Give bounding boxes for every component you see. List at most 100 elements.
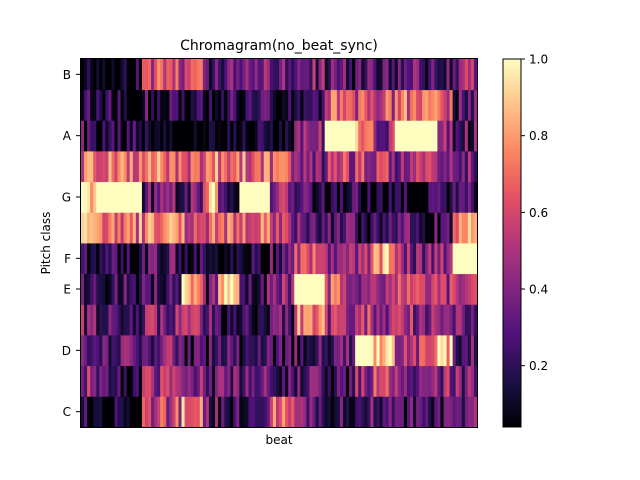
heatmap-cell <box>367 273 371 305</box>
heatmap-cell <box>473 396 478 428</box>
heatmap-cell <box>309 365 313 397</box>
heatmap-cell <box>312 151 316 183</box>
heatmap-cell <box>160 120 164 152</box>
heatmap-cell <box>461 396 466 428</box>
heatmap-cell <box>251 212 256 244</box>
heatmap-cell <box>342 335 347 367</box>
heatmap-cell <box>327 304 332 336</box>
heatmap-cell <box>461 212 466 244</box>
heatmap-cell <box>193 151 198 183</box>
heatmap-cell <box>355 273 359 305</box>
heatmap-cell <box>202 89 207 121</box>
heatmap-cell <box>306 59 310 91</box>
heatmap-cell <box>379 212 383 244</box>
heatmap-cell <box>260 335 265 367</box>
heatmap-cell <box>434 396 438 428</box>
heatmap-cell <box>367 335 371 367</box>
heatmap-cell <box>397 151 402 183</box>
heatmap-cell <box>144 396 149 428</box>
heatmap-cell <box>443 273 447 305</box>
heatmap-cell <box>157 151 161 183</box>
heatmap-cell <box>163 181 167 213</box>
heatmap-cell <box>446 181 450 213</box>
heatmap-cell <box>382 120 387 152</box>
heatmap-cell <box>211 304 216 336</box>
heatmap-cell <box>309 59 313 91</box>
heatmap-cell <box>330 273 335 305</box>
heatmap-cell <box>266 151 271 183</box>
heatmap-cell <box>184 335 189 367</box>
heatmap-cell <box>349 89 353 121</box>
heatmap-cell <box>169 89 173 121</box>
heatmap-cell <box>364 273 368 305</box>
heatmap-cell <box>84 151 88 183</box>
heatmap-cell <box>446 212 450 244</box>
heatmap-cell <box>105 181 109 213</box>
heatmap-cell <box>282 212 286 244</box>
heatmap-cell <box>93 396 97 428</box>
heatmap-cell <box>291 181 295 213</box>
heatmap-cell <box>120 396 125 428</box>
heatmap-cell <box>300 335 304 367</box>
heatmap-cell <box>151 243 155 275</box>
heatmap-cell <box>397 304 402 336</box>
heatmap-cell <box>382 212 387 244</box>
heatmap-cell <box>93 273 97 305</box>
heatmap-cell <box>318 59 323 91</box>
heatmap-cell <box>111 89 115 121</box>
heatmap-cell <box>157 120 161 152</box>
heatmap-cell <box>470 365 475 397</box>
heatmap-cell <box>288 181 292 213</box>
heatmap-cell <box>321 304 326 336</box>
heatmap-cell <box>324 59 329 91</box>
colorbar <box>502 58 522 428</box>
heatmap-cell <box>157 335 161 367</box>
heatmap-cell <box>132 59 137 91</box>
heatmap-cell <box>151 335 155 367</box>
heatmap-cell <box>160 243 164 275</box>
heatmap-cell <box>416 365 420 397</box>
heatmap-cell <box>416 335 420 367</box>
heatmap-cell <box>327 273 332 305</box>
heatmap-cell <box>416 181 420 213</box>
heatmap-cell <box>84 181 88 213</box>
heatmap-cell <box>434 304 438 336</box>
heatmap-cell <box>333 151 338 183</box>
heatmap-cell <box>236 151 240 183</box>
heatmap-cell <box>406 59 411 91</box>
heatmap-cell <box>400 396 405 428</box>
heatmap-cell <box>275 120 280 152</box>
heatmap-cell <box>355 59 359 91</box>
heatmap-cell <box>266 365 271 397</box>
heatmap-cell <box>470 273 475 305</box>
heatmap-cell <box>388 181 393 213</box>
heatmap-cell <box>370 89 374 121</box>
heatmap-cell <box>87 335 91 367</box>
heatmap-cell <box>111 304 115 336</box>
heatmap-cell <box>346 273 350 305</box>
heatmap-cell <box>318 304 323 336</box>
heatmap-cell <box>126 396 131 428</box>
heatmap-cell <box>419 181 423 213</box>
heatmap-cell <box>458 59 463 91</box>
heatmap-cell <box>148 89 152 121</box>
heatmap-cell <box>446 335 450 367</box>
heatmap-cell <box>129 273 134 305</box>
heatmap-cell <box>230 243 234 275</box>
heatmap-cell <box>327 151 332 183</box>
heatmap-cell <box>358 212 362 244</box>
heatmap-cell <box>315 304 319 336</box>
heatmap-cell <box>215 304 219 336</box>
heatmap-cell <box>406 396 411 428</box>
heatmap-cell <box>123 212 128 244</box>
heatmap-cell <box>461 151 466 183</box>
heatmap-cell <box>434 181 438 213</box>
heatmap-cell <box>211 89 216 121</box>
heatmap-cell <box>403 243 408 275</box>
heatmap-cell <box>254 59 259 91</box>
heatmap-cell <box>114 89 118 121</box>
heatmap-cell <box>117 335 121 367</box>
heatmap-cell <box>151 365 155 397</box>
heatmap-cell <box>266 243 271 275</box>
heatmap-cell <box>467 59 472 91</box>
